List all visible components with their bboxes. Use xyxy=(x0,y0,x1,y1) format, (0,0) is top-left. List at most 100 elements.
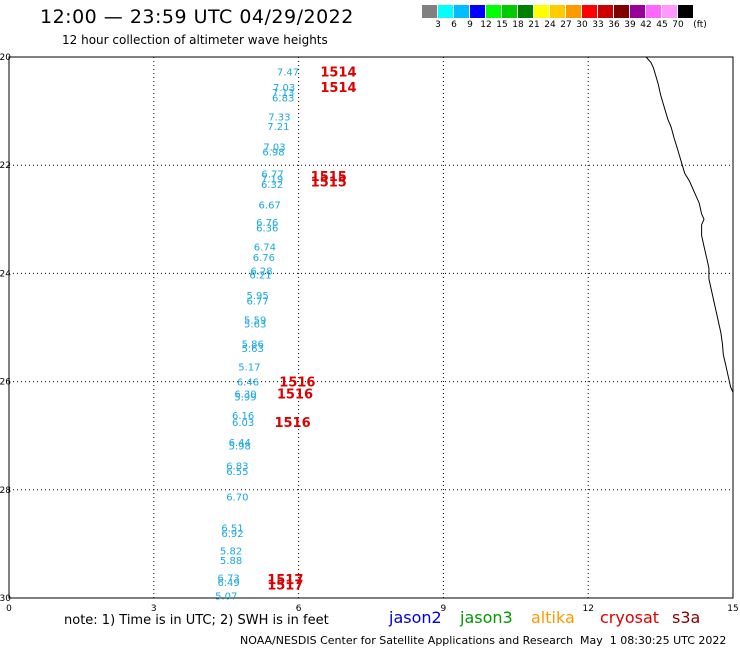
swh-label: 7.03 xyxy=(273,83,295,94)
swh-label: 6.92 xyxy=(221,529,243,540)
color-legend: 3 6 9 12 15 18 21 24 27 30 33 36 39 42 45 70 (ft) xyxy=(422,5,740,32)
y-tick-label: -28 xyxy=(0,486,11,496)
swh-label: 6.44 xyxy=(229,438,251,449)
page-title: 12:00 — 23:59 UTC 04/29/2022 xyxy=(40,6,354,28)
swh-label: 6.67 xyxy=(259,201,281,212)
satellite-cryosat: cryosat xyxy=(600,608,660,627)
swh-label: 6.46 xyxy=(237,378,259,389)
legend-label: 42 xyxy=(640,20,652,30)
x-tick-label: 0 xyxy=(6,604,12,614)
swh-label: 5.99 xyxy=(234,393,256,404)
legend-swatch xyxy=(646,5,662,18)
legend-swatch xyxy=(662,5,678,18)
legend-swatch xyxy=(438,5,454,18)
swh-label: 6.70 xyxy=(226,492,248,503)
x-tick-label: 6 xyxy=(296,604,302,614)
swh-label: 7.13 xyxy=(272,88,294,99)
x-tick-label: 12 xyxy=(582,604,593,614)
swh-label: 6.74 xyxy=(254,242,276,253)
legend-label: 6 xyxy=(451,20,457,30)
swh-label: 6.83 xyxy=(272,94,294,105)
satellite-jason3: jason3 xyxy=(460,608,513,627)
time-label: 1514 xyxy=(320,81,356,96)
satellite-jason2: jason2 xyxy=(389,608,442,627)
time-label: 1517 xyxy=(267,573,303,588)
swh-label: 6.73 xyxy=(218,573,240,584)
legend-label: 9 xyxy=(467,20,473,30)
swh-label: 6.32 xyxy=(261,180,283,191)
y-tick-label: -30 xyxy=(0,594,11,604)
legend-swatch xyxy=(630,5,646,18)
legend-swatch xyxy=(534,5,550,18)
footer-note: note: 1) Time is in UTC; 2) SWH is in fe… xyxy=(64,613,329,628)
legend-label: 70 xyxy=(672,20,684,30)
legend-swatch xyxy=(582,5,598,18)
legend-label: 24 xyxy=(544,20,556,30)
legend-label: 3 xyxy=(435,20,441,30)
swh-label: 7.21 xyxy=(267,122,289,133)
satellite-altika: altika xyxy=(531,608,575,627)
legend-label: 12 xyxy=(480,20,492,30)
swh-label: 6.51 xyxy=(221,524,243,535)
legend-swatch xyxy=(550,5,566,18)
x-tick-label: 3 xyxy=(151,604,157,614)
swh-label: 6.77 xyxy=(246,296,268,307)
swh-label: 7.03 xyxy=(263,142,285,153)
legend-label: 18 xyxy=(512,20,524,30)
swh-label: 6.76 xyxy=(253,253,275,264)
x-tick-label: 15 xyxy=(727,604,738,614)
swh-label: 5.88 xyxy=(220,556,242,567)
legend-label: 45 xyxy=(656,20,668,30)
y-tick-label: -20 xyxy=(0,53,11,63)
legend-label: 30 xyxy=(576,20,588,30)
swh-label: 5.86 xyxy=(242,340,264,351)
legend-label: 33 xyxy=(592,20,604,30)
legend-swatch xyxy=(598,5,614,18)
time-label: 1517 xyxy=(267,578,303,593)
legend-color-bar xyxy=(422,5,740,18)
time-label: 1516 xyxy=(274,416,310,431)
swh-label: 6.49 xyxy=(218,578,240,589)
generated-timestamp: May 1 08:30:25 UTC 2022 xyxy=(580,634,727,647)
swh-label: 5.59 xyxy=(244,315,266,326)
legend-swatch xyxy=(678,5,694,18)
swh-label: 6.83 xyxy=(226,461,248,472)
swh-label: 6.98 xyxy=(262,148,284,159)
swh-label: 5.07 xyxy=(215,591,237,602)
time-label: 1514 xyxy=(320,66,356,81)
legend-label: 15 xyxy=(496,20,508,30)
legend-label: 21 xyxy=(528,20,540,30)
y-tick-label: -26 xyxy=(0,378,11,388)
legend-swatch xyxy=(422,5,438,18)
page-subtitle: 12 hour collection of altimeter wave hei… xyxy=(62,33,328,47)
legend-swatch xyxy=(502,5,518,18)
swh-label: 5.63 xyxy=(242,344,264,355)
swh-label: 7.19 xyxy=(261,175,283,186)
swh-label: 7.47 xyxy=(277,68,299,79)
legend-labels: 3 6 9 12 15 18 21 24 27 30 33 36 39 42 45 70 (ft) xyxy=(422,18,740,32)
x-tick-label: 9 xyxy=(441,604,447,614)
time-label: 1515 xyxy=(311,170,347,185)
y-tick-label: -22 xyxy=(0,161,11,171)
swh-label: 6.55 xyxy=(226,467,248,478)
swh-label: 5.82 xyxy=(220,546,242,557)
coastline xyxy=(645,56,734,404)
swh-label: 6.16 xyxy=(232,411,254,422)
swh-label: 5.98 xyxy=(229,441,251,452)
legend-swatch xyxy=(454,5,470,18)
swh-label: 7.33 xyxy=(268,113,290,124)
legend-swatch xyxy=(518,5,534,18)
swh-label: 6.03 xyxy=(232,418,254,429)
swh-label: 6.77 xyxy=(261,169,283,180)
satellite-s3a: s3a xyxy=(672,608,701,627)
swh-label: 6.21 xyxy=(249,270,271,281)
swh-label: 6.36 xyxy=(256,223,278,234)
map-frame xyxy=(8,56,734,599)
swh-label: 5.95 xyxy=(246,291,268,302)
swh-label: 5.17 xyxy=(238,362,260,373)
legend-swatch xyxy=(614,5,630,18)
swh-label: 6.30 xyxy=(234,390,256,401)
legend-label: 39 xyxy=(624,20,636,30)
swh-label: 6.76 xyxy=(256,218,278,229)
time-label: 1516 xyxy=(277,388,313,403)
